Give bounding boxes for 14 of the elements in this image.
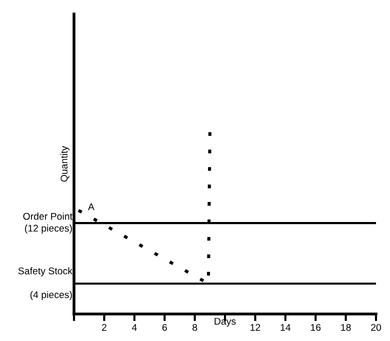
x-tick-label: 20 <box>371 324 382 331</box>
x-tick-label: 16 <box>310 324 321 331</box>
ref-line-label: Order Point (12 pieces) <box>23 212 72 234</box>
x-tick-label: 12 <box>250 324 260 331</box>
x-axis-title: Days <box>214 318 236 327</box>
x-tick-label: 8 <box>192 324 198 331</box>
x-tick-label: 2 <box>102 324 106 331</box>
x-tick-label: 4 <box>132 324 137 331</box>
x-tick-label: 18 <box>341 324 351 331</box>
y-axis-title: Quantity <box>60 146 70 182</box>
x-tick-label: 6 <box>162 324 167 331</box>
x-tick-label: 14 <box>280 324 291 331</box>
text: Safety Stock (4 pieces) <box>18 267 73 300</box>
annotation: A <box>88 203 94 210</box>
